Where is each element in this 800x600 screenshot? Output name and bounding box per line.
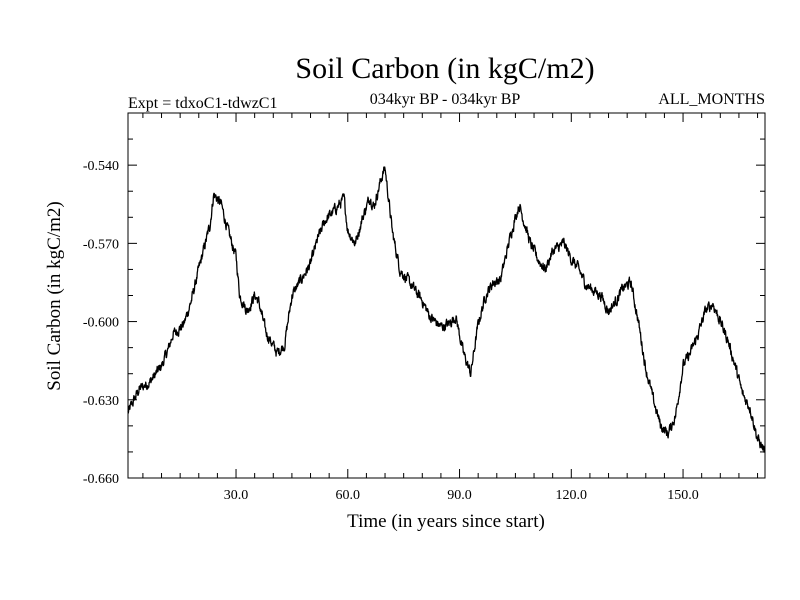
y-tick-label: -0.570 (83, 237, 119, 252)
plot-frame (127, 112, 766, 479)
y-tick-label: -0.540 (83, 159, 119, 174)
soil-carbon-series-line (127, 166, 766, 453)
x-tick-label: 90.0 (447, 488, 472, 503)
x-tick-label: 60.0 (336, 488, 361, 503)
x-tick-label: 150.0 (667, 488, 699, 503)
x-tick-label: 120.0 (556, 488, 588, 503)
y-tick-label: -0.600 (83, 316, 119, 331)
experiment-label: Expt = tdxoC1-tdwzC1 (128, 95, 277, 112)
months-label: ALL_MONTHS (658, 91, 765, 108)
tick-labels: 30.0 60.0 90.0 120.0 150.0 -0.540 -0.570 -0.600… (83, 159, 699, 503)
x-tick-label: 30.0 (224, 488, 249, 503)
period-label: 034kyr BP - 034kyr BP (370, 91, 521, 108)
y-tick-label: -0.630 (83, 394, 119, 409)
y-tick-label: -0.660 (83, 472, 119, 487)
x-axis-label: Time (in years since start) (347, 511, 545, 532)
tick-marks (128, 112, 765, 479)
chart-title: Soil Carbon (in kgC/m2) (295, 52, 594, 85)
y-axis-label: Soil Carbon (in kgC/m2) (44, 201, 65, 390)
